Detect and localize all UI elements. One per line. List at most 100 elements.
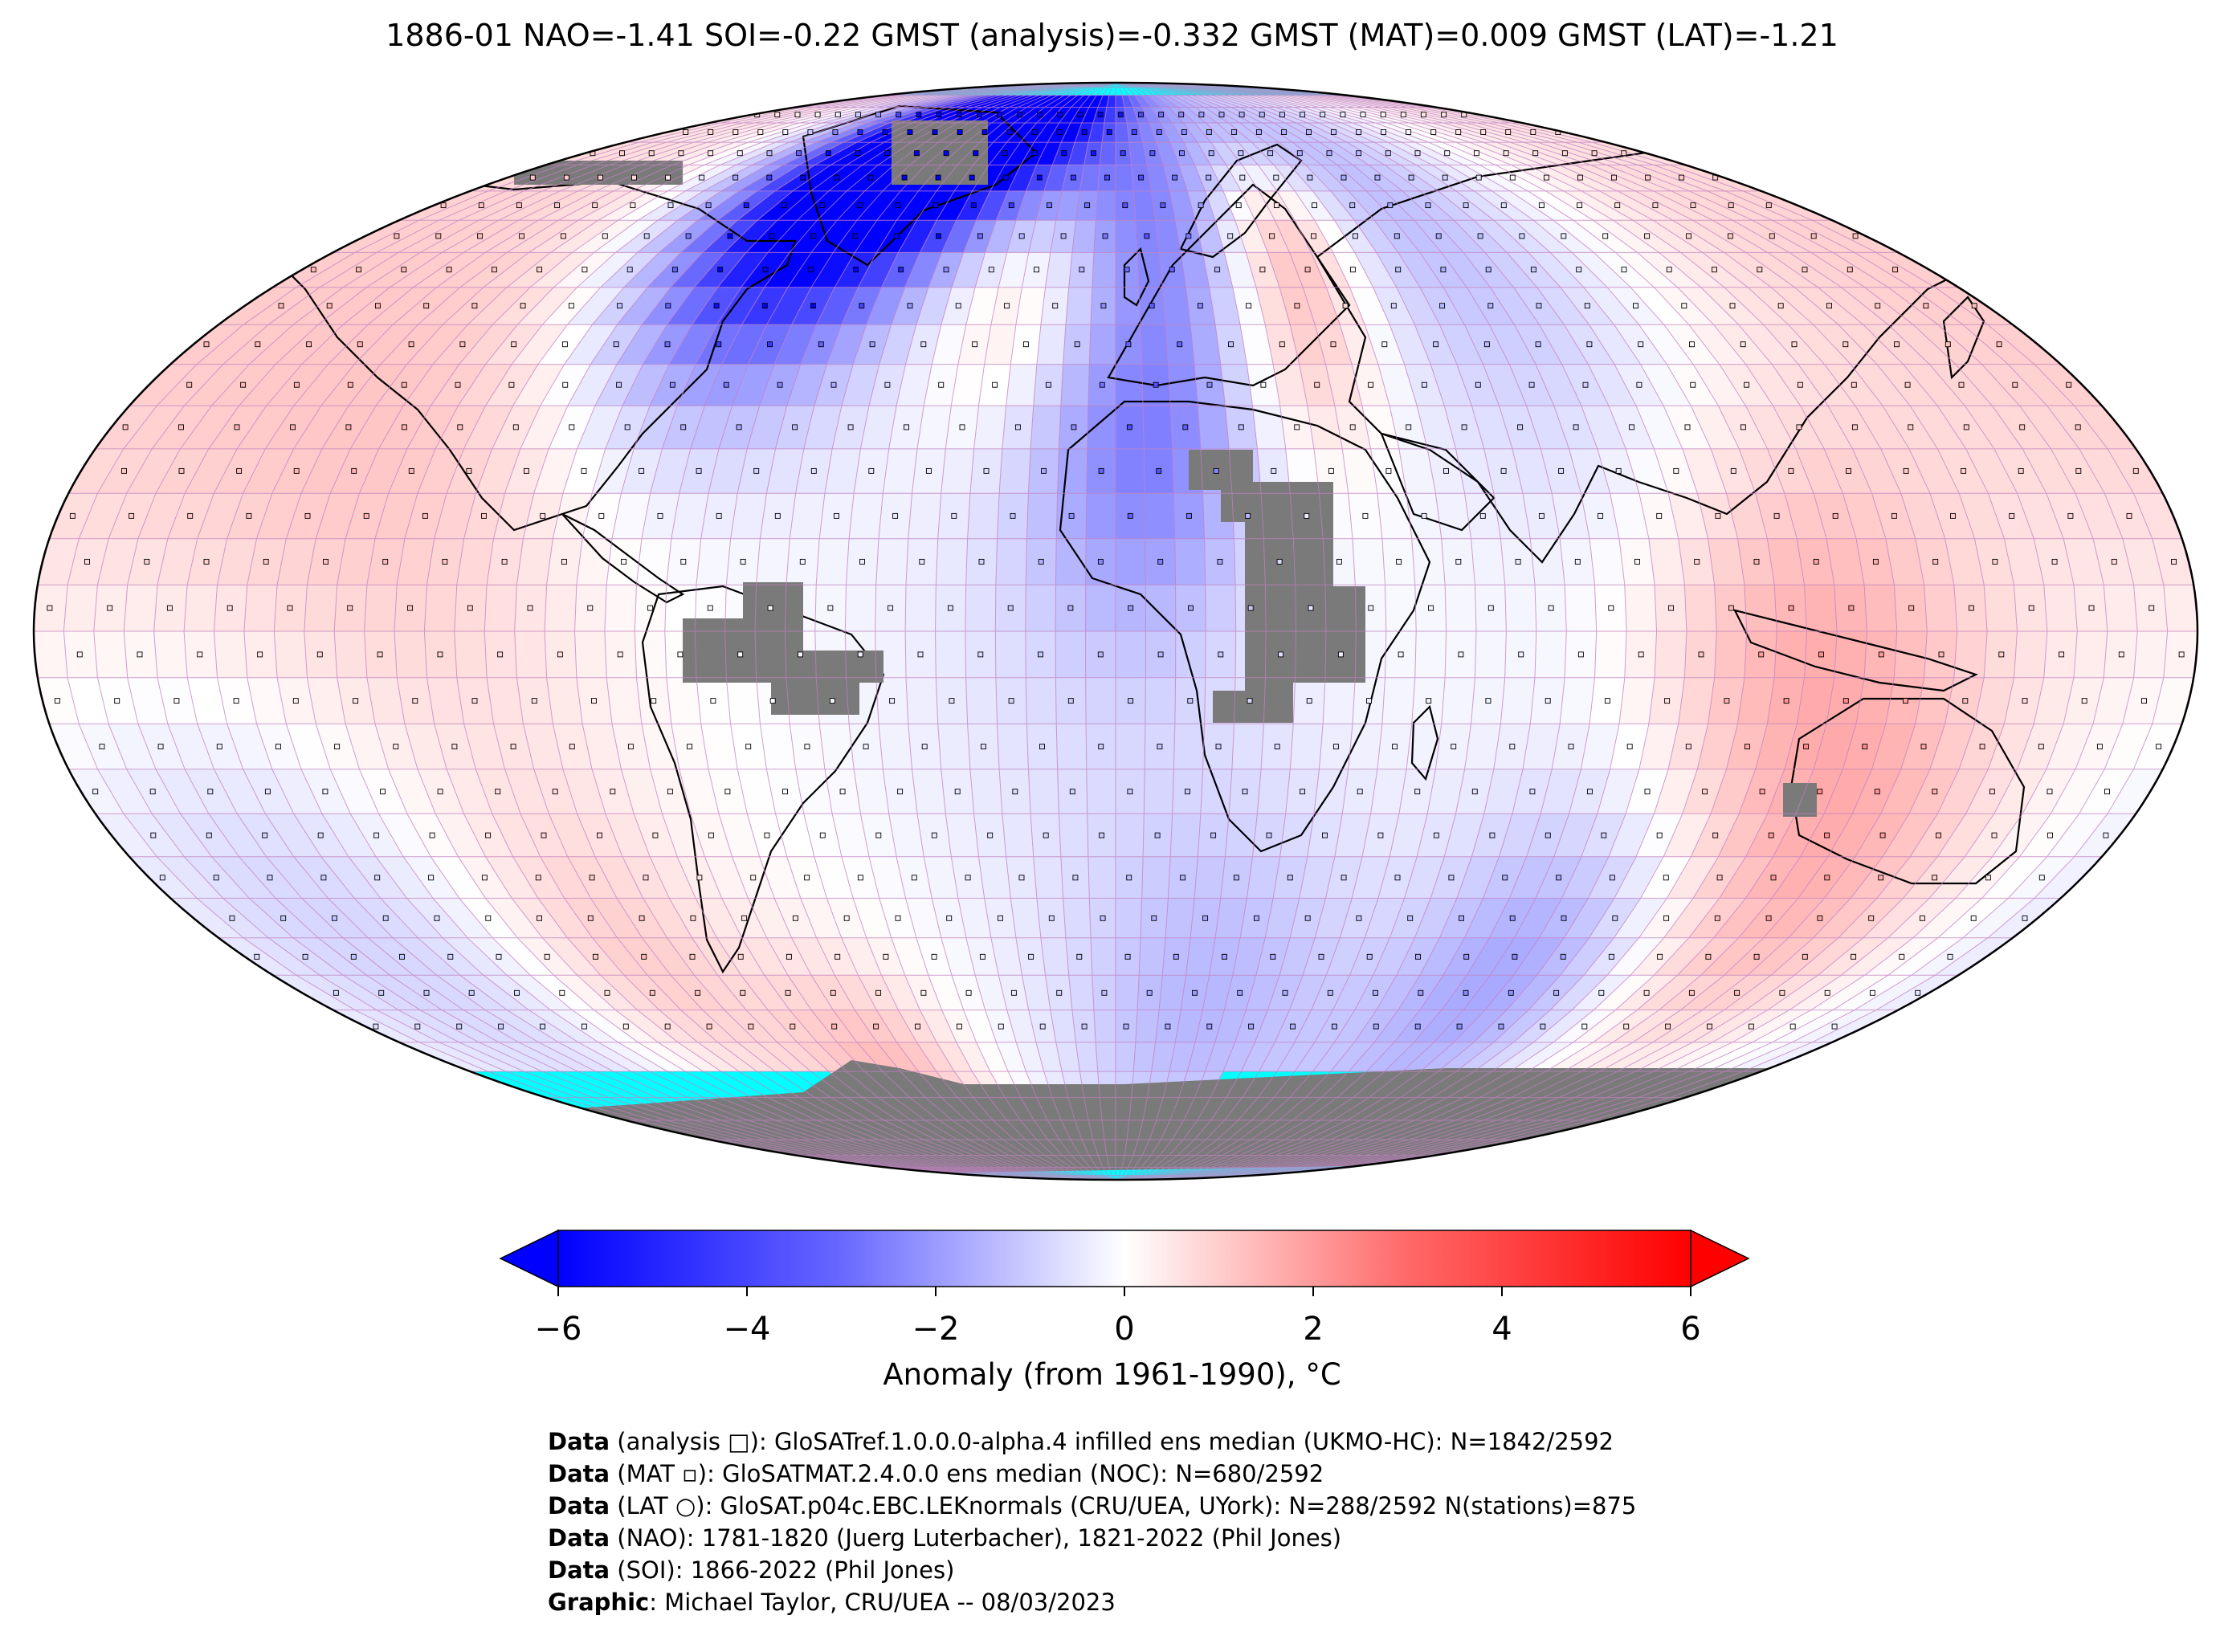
station-marker [762, 267, 769, 273]
station-marker [2028, 605, 2034, 611]
anomaly-cell [388, 769, 436, 814]
graticule-meridian [664, 83, 1107, 1180]
station-marker [523, 467, 529, 474]
anomaly-cell [1279, 814, 1314, 857]
station-marker [978, 558, 985, 565]
station-marker [1586, 341, 1593, 348]
anomaly-cell [1771, 287, 1838, 325]
anomaly-cell [127, 677, 168, 724]
anomaly-cell [1684, 585, 1717, 631]
anomaly-cell [1241, 1042, 1275, 1072]
anomaly-cell [835, 975, 877, 1010]
anomaly-cell [951, 364, 985, 406]
station-marker [1012, 789, 1018, 795]
station-marker [1529, 789, 1536, 795]
anomaly-cell [442, 1010, 519, 1042]
anomaly-cell [1128, 142, 1148, 165]
anomaly-cell [881, 975, 920, 1010]
anomaly-cell [694, 975, 746, 1010]
anomaly-cell [1691, 406, 1740, 449]
station-marker [1126, 875, 1132, 881]
anomaly-cell [293, 364, 355, 406]
station-marker [1097, 558, 1104, 565]
anomaly-cell [541, 1071, 626, 1098]
station-marker [157, 744, 164, 750]
anomaly-cell [787, 975, 834, 1010]
anomaly-cell [908, 493, 941, 539]
station-marker [495, 789, 501, 795]
anomaly-cell [1060, 364, 1090, 406]
anomaly-cell [1075, 1042, 1098, 1072]
anomaly-cell [184, 585, 218, 631]
anomaly-cell [1688, 324, 1746, 365]
graticule-meridian [784, 83, 1109, 1180]
station-marker [597, 832, 602, 838]
station-marker [1636, 381, 1642, 388]
anomaly-cell [1833, 252, 1912, 288]
station-marker [1144, 233, 1150, 239]
anomaly-cell [1718, 814, 1768, 857]
anomaly-cell [93, 631, 128, 678]
anomaly-cell [1090, 87, 1104, 96]
station-marker [1509, 744, 1516, 750]
station-marker [1875, 303, 1881, 309]
station-marker [1126, 424, 1132, 430]
station-marker [882, 129, 888, 135]
station-marker [159, 875, 165, 881]
station-marker [240, 381, 247, 388]
anomaly-cell [67, 677, 109, 724]
station-marker [1561, 233, 1567, 239]
anomaly-cell [1016, 190, 1044, 221]
station-marker [832, 129, 839, 135]
station-marker [407, 605, 413, 611]
station-marker [949, 698, 955, 704]
anomaly-cell [975, 975, 1007, 1010]
anomaly-cell [459, 975, 529, 1010]
station-marker [1010, 512, 1016, 519]
station-marker [894, 233, 900, 239]
station-marker [1777, 303, 1784, 309]
anomaly-cell [1454, 1010, 1508, 1042]
station-marker [446, 267, 452, 273]
station-marker [1396, 558, 1402, 565]
anomaly-cell [1302, 107, 1365, 123]
station-marker [1349, 202, 1356, 209]
station-marker [915, 1023, 920, 1030]
anomaly-cell [743, 107, 832, 123]
anomaly-cell [582, 724, 622, 769]
anomaly-cell [618, 1042, 686, 1072]
anomaly-cell [1040, 937, 1069, 976]
anomaly-cell [1609, 814, 1655, 857]
anomaly-cell [730, 493, 767, 539]
anomaly-cell [1156, 142, 1179, 165]
anomaly-cell [703, 1071, 768, 1098]
station-marker [1076, 953, 1083, 960]
anomaly-cell [1414, 631, 1447, 678]
station-marker [1561, 915, 1567, 921]
station-marker [1707, 1023, 1712, 1030]
anomaly-cell [1085, 677, 1116, 724]
anomaly-cell [1648, 538, 1685, 585]
anomaly-cell [1006, 123, 1037, 143]
station-marker [1684, 424, 1691, 430]
anomaly-cell [1434, 220, 1486, 253]
anomaly-cell [376, 220, 459, 253]
anomaly-cell [973, 95, 1020, 108]
anomaly-cell [1026, 95, 1059, 108]
station-marker [598, 512, 605, 519]
anomaly-cell [1638, 724, 1679, 769]
coastline-indonesia [1732, 609, 1978, 692]
anomaly-cell [424, 585, 457, 631]
anomaly-cell [1638, 324, 1694, 365]
anomaly-cell [737, 190, 794, 221]
anomaly-cell [1386, 123, 1456, 143]
anomaly-cell [463, 406, 513, 449]
station-marker [884, 381, 891, 388]
station-marker [1894, 341, 1900, 348]
anomaly-cell [1572, 252, 1631, 288]
anomaly-cell [1513, 937, 1565, 976]
station-marker [1304, 512, 1310, 519]
anomaly-cell [274, 631, 308, 678]
anomaly-cell [1763, 898, 1825, 938]
anomaly-cell [1745, 406, 1796, 449]
